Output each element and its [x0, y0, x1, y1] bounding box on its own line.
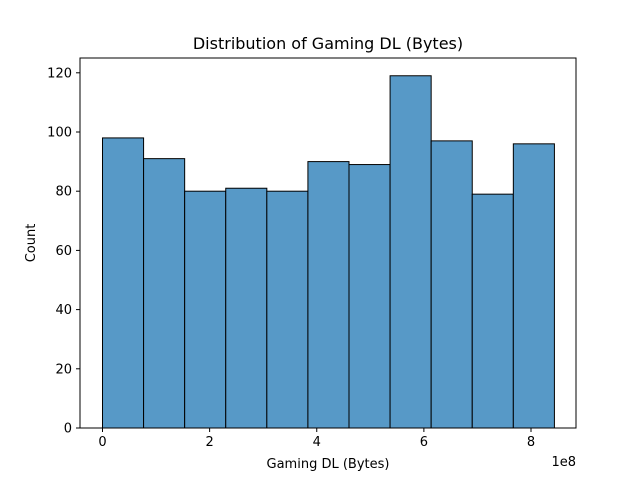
x-tick-label: 4	[313, 435, 321, 450]
x-tick-label: 8	[527, 435, 535, 450]
histogram-bar	[389, 75, 432, 429]
chart-title: Distribution of Gaming DL (Bytes)	[193, 34, 463, 53]
x-axis-offset-label: 1e8	[551, 455, 576, 470]
bars-group	[101, 75, 555, 429]
y-tick-label: 0	[64, 422, 72, 437]
y-tick-label: 80	[55, 185, 72, 200]
y-tick-label: 100	[47, 126, 72, 141]
histogram-bar	[430, 140, 473, 429]
histogram-bar	[307, 161, 350, 429]
histogram-bar	[143, 158, 186, 429]
x-tick-label: 2	[205, 435, 213, 450]
x-tick-label: 0	[98, 435, 106, 450]
histogram-bar	[348, 164, 391, 429]
y-tick-label: 20	[55, 362, 72, 377]
plot-area-frame	[79, 57, 577, 429]
histogram-bar	[512, 143, 555, 429]
y-tick-label: 120	[47, 66, 72, 81]
y-axis-label: Count	[24, 224, 39, 263]
histogram-bar	[184, 190, 227, 429]
histogram-bar	[266, 190, 309, 429]
y-tick-label: 40	[55, 303, 72, 318]
histogram-bar	[101, 137, 145, 429]
y-tick-label: 60	[55, 244, 72, 259]
x-tick-label: 6	[420, 435, 428, 450]
histogram-bar	[471, 193, 514, 429]
x-axis-label: Gaming DL (Bytes)	[267, 457, 390, 472]
histogram-bar	[225, 187, 268, 429]
